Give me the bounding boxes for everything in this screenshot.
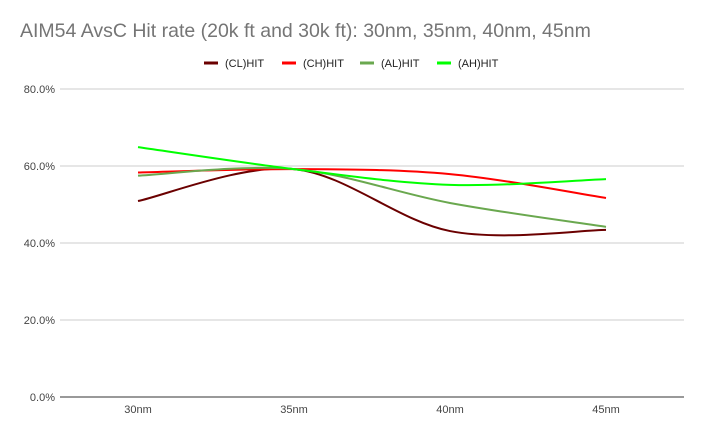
legend-label: (AL)HIT [381,58,420,70]
x-tick-label: 45nm [592,404,620,416]
legend-label: (CL)HIT [225,58,264,70]
series-line-(AL)HIT [137,166,607,228]
y-tick-label: 80.0% [24,84,55,96]
y-tick-label: 20.0% [24,315,55,327]
x-tick-label: 30nm [124,404,152,416]
y-tick-label: 40.0% [24,238,55,250]
chart-title: AIM54 AvsC Hit rate (20k ft and 30k ft):… [20,20,591,42]
x-tick-label: 40nm [436,404,464,416]
legend-label: (CH)HIT [303,58,344,70]
x-tick-label: 35nm [280,404,308,416]
legend-label: (AH)HIT [458,58,499,70]
series-line-(AH)HIT [137,146,607,187]
y-tick-label: 0.0% [30,392,55,404]
series-line-(CL)HIT [137,167,607,237]
y-tick-label: 60.0% [24,161,55,173]
